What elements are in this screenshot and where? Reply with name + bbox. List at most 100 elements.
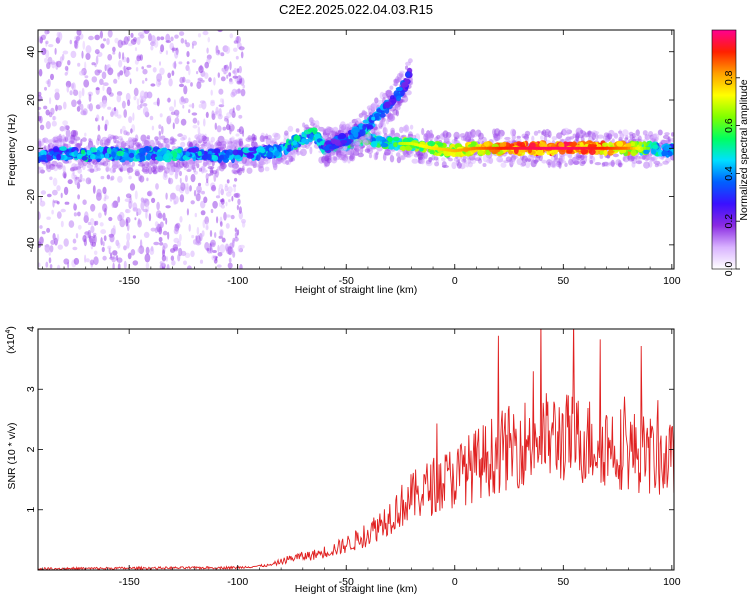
spectrogram-cell [562, 127, 570, 135]
x-tick-label: -50 [339, 576, 354, 588]
spectrogram-cell [87, 229, 92, 239]
spectrogram-cell [88, 138, 92, 142]
spectrogram-cell [227, 262, 233, 269]
spectrogram-cell [216, 264, 222, 268]
spectrogram-cell [107, 30, 113, 38]
spectrogram-cell [236, 204, 239, 211]
spectrogram-cell [38, 211, 41, 221]
spectrogram-cell [362, 124, 367, 131]
spectrogram-cell [123, 245, 127, 251]
spectrogram-cell [661, 150, 669, 156]
spectrogram-cell [66, 85, 70, 93]
spectrogram-cell [443, 150, 451, 157]
spectrogram-cell [421, 127, 425, 136]
spectrogram-cell [238, 126, 244, 135]
spectrogram-cell [85, 145, 91, 152]
spectrogram-cell [209, 246, 213, 254]
spectrogram-cell [240, 88, 246, 97]
spectrogram-cell [184, 175, 188, 183]
spectrogram-cell [560, 153, 565, 162]
spectrogram-cell [97, 134, 101, 141]
spectrogram-cell [671, 132, 674, 137]
spectrogram-cell [529, 142, 536, 148]
spectrogram-cell [657, 129, 663, 136]
spectrogram-cell [204, 72, 209, 79]
spectrogram-cell [46, 216, 51, 220]
spectrogram-cell [670, 137, 674, 143]
spectrogram-cell [185, 42, 191, 48]
spectrogram-cell [232, 163, 239, 170]
spectrogram-cell [77, 62, 81, 67]
spectrogram-cell [45, 138, 49, 144]
spectrogram-cell [226, 118, 229, 125]
spectrogram-cell [624, 137, 629, 141]
spectrogram-cell [443, 137, 450, 144]
spectrogram-cell [215, 195, 221, 199]
spectrogram-cell [300, 144, 308, 148]
spectrogram-cell [204, 216, 209, 225]
spectrogram-cell [241, 165, 245, 173]
spectrogram-cell [359, 129, 366, 137]
spectrogram-cell [102, 255, 107, 261]
spectrogram-cell [354, 143, 360, 152]
spectrogram-cell [229, 127, 232, 135]
spectrogram-cell [84, 132, 87, 137]
spectrogram-cell [451, 161, 457, 170]
spectrogram-cell [483, 141, 490, 147]
spectrogram-cell [202, 30, 209, 36]
x-tick-label: 100 [663, 576, 681, 588]
spectrogram-cell [73, 257, 80, 265]
spectrogram-cell [154, 221, 159, 227]
spectrogram-cell [103, 235, 107, 242]
spectrogram-cell [90, 147, 98, 153]
spectrogram-cell [434, 161, 440, 167]
spectrogram-cell [231, 195, 234, 202]
spectrogram-cell [210, 101, 216, 107]
spectrogram-cell [136, 36, 141, 46]
spectrogram-cell [70, 83, 75, 89]
spectrogram-cell [588, 149, 596, 155]
spectrogram-cell [580, 154, 585, 161]
spectrogram-cell [40, 190, 47, 195]
spectrogram-cell [652, 144, 659, 150]
spectrogram-cell [134, 169, 140, 174]
spectrogram-cell [39, 225, 43, 229]
spectrogram-cell [44, 86, 47, 91]
spectrogram-cell [39, 36, 43, 44]
spectrogram-cell [60, 192, 63, 199]
spectrogram-cell [63, 186, 69, 196]
spectrogram-cell [77, 194, 80, 200]
spectrogram-cell [146, 153, 151, 161]
spectrogram-cell [141, 80, 145, 84]
spectrogram-cell [268, 147, 274, 152]
spectrogram-cell [158, 236, 163, 243]
spectrogram-cell [569, 142, 577, 148]
spectrogram-cell [117, 72, 121, 77]
spectrogram-cell [497, 159, 504, 163]
spectrogram-cell [45, 161, 52, 170]
spectrogram-cell [540, 135, 544, 141]
spectrogram-cell [63, 124, 67, 132]
spectrogram-cell [217, 166, 221, 171]
spectrogram-cell [93, 164, 101, 169]
spectrogram-cell [524, 130, 531, 137]
spectrogram-cell [199, 259, 204, 264]
spectrogram-cell [229, 33, 234, 39]
spectrogram-cell [112, 225, 116, 234]
spectrogram-cell [201, 190, 205, 195]
spectrogram-cell [64, 201, 70, 205]
spectrogram-cell [220, 204, 225, 209]
spectrogram-cell [105, 138, 111, 146]
spectrogram-cell [522, 135, 529, 139]
spectrogram-cell [307, 128, 315, 133]
spectrogram-cell [405, 65, 409, 70]
spectrogram-cell [172, 244, 178, 251]
spectrogram-cell [152, 67, 157, 73]
spectrogram-cell [265, 137, 272, 146]
spectrogram-cell [54, 91, 60, 101]
spectrogram-cell [56, 153, 61, 161]
spectrogram-cell [225, 214, 231, 218]
spectrogram-cell [165, 192, 168, 200]
spectrogram-cell [295, 128, 300, 133]
spectrogram-cell [217, 113, 223, 120]
